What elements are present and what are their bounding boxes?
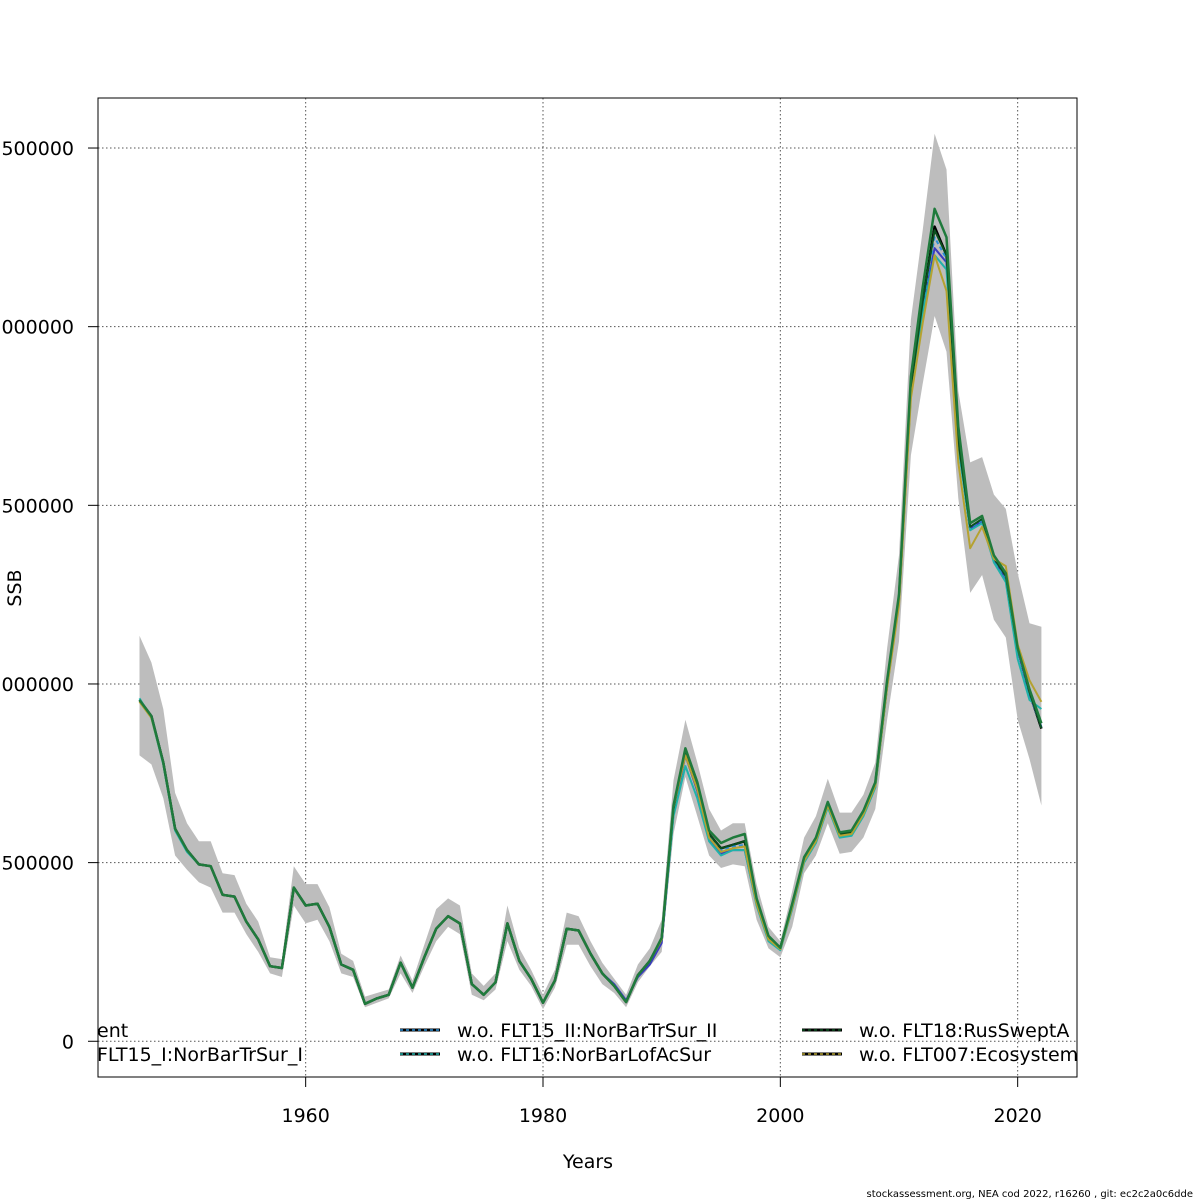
legend-label: w.o. FLT18:RusSweptA (859, 1020, 1069, 1042)
y-tick-label: 1500000 (0, 495, 74, 517)
y-axis: 0 500000 1000000 1500000 2000000 2500000 (0, 138, 98, 1053)
series-line (138, 207, 1043, 1006)
legend: ent w.o. FLT15_II:NorBarTrSur_II w.o. FLT1… (0, 1012, 1200, 1068)
series-line (138, 229, 1043, 1005)
legend-entry: w.o. FLT007:Ecosystem (802, 1044, 1078, 1066)
legend-entry: w.o. FLT16:NorBarLofAcSur (400, 1044, 711, 1066)
series-line (138, 254, 1043, 1005)
series-line (138, 236, 1043, 1005)
legend-right-mask (1078, 1012, 1200, 1068)
plot-frame (97, 97, 1078, 1078)
legend-label: FLT15_I:NorBarTrSur_I (97, 1044, 303, 1066)
y-tick-label: 2000000 (0, 317, 74, 339)
x-tick-label: 1980 (519, 1105, 567, 1127)
legend-entry: w.o. FLT18:RusSweptA (802, 1020, 1069, 1042)
legend-label: w.o. FLT15_II:NorBarTrSur_II (457, 1020, 717, 1042)
x-tick-label: 1960 (281, 1105, 329, 1127)
legend-entry: w.o. FLT15_II:NorBarTrSur_II (400, 1020, 717, 1042)
legend-label: ent (97, 1020, 128, 1042)
confidence-band (139, 133, 1042, 1010)
footer-text: stockassessment.org, NEA cod 2022, r1626… (867, 1189, 1193, 1200)
y-tick-label: 1000000 (0, 674, 74, 696)
y-tick-label: 500000 (1, 853, 74, 875)
y-tick-label: 0 (62, 1031, 74, 1053)
y-tick-label: 2500000 (0, 138, 74, 160)
series-line (138, 247, 1043, 1005)
x-tick-label: 2000 (756, 1105, 804, 1127)
legend-label: w.o. FLT007:Ecosystem (859, 1044, 1078, 1066)
x-axis-title: Years (562, 1151, 613, 1173)
legend-left-mask (0, 1012, 97, 1068)
ci-band (139, 133, 1042, 1010)
x-axis: 1960 1980 2000 2020 (281, 1077, 1042, 1127)
series-lines (138, 207, 1043, 1006)
series-line (138, 225, 1043, 1006)
legend-label: w.o. FLT16:NorBarLofAcSur (457, 1044, 711, 1066)
x-tick-label: 2020 (993, 1105, 1041, 1127)
series-line (138, 254, 1043, 1005)
y-axis-title: SSB (4, 569, 26, 606)
